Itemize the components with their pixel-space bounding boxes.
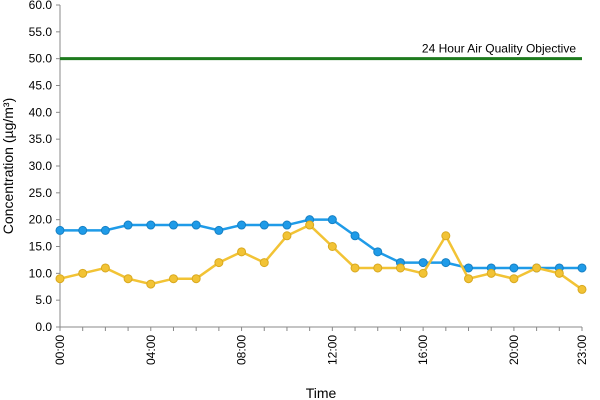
series-1 — [55, 215, 587, 273]
series-line — [60, 218, 582, 270]
data-point — [259, 220, 269, 230]
data-point — [237, 247, 247, 257]
data-point — [259, 258, 269, 268]
y-tick-label: 40.0 — [29, 105, 53, 119]
data-point — [577, 284, 587, 294]
y-tick-label: 45.0 — [29, 79, 53, 93]
data-point — [100, 263, 110, 273]
reference-line-label: 24 Hour Air Quality Objective — [422, 42, 576, 56]
data-point — [327, 242, 337, 251]
y-tick-label: 35.0 — [29, 132, 53, 146]
x-axis-title: Time — [306, 385, 337, 400]
y-tick-label: 30.0 — [29, 159, 53, 173]
y-tick-label: 25.0 — [29, 186, 53, 200]
y-tick-label: 60.0 — [29, 0, 53, 12]
series-group — [55, 215, 587, 294]
data-point — [418, 258, 428, 268]
data-point — [146, 279, 156, 289]
data-point — [146, 220, 156, 230]
reference-line-group: 24 Hour Air Quality Objective — [60, 42, 582, 61]
data-point — [486, 268, 496, 278]
data-point — [214, 258, 224, 268]
data-point — [464, 263, 474, 273]
y-tick-label: 5.0 — [35, 293, 52, 307]
y-tick-label: 55.0 — [29, 25, 53, 39]
y-tick-label: 50.0 — [29, 52, 53, 66]
data-point — [373, 263, 383, 273]
series-line — [59, 223, 583, 291]
data-point — [123, 220, 133, 230]
data-point — [464, 274, 474, 284]
y-tick-label: 15.0 — [29, 240, 53, 254]
data-point — [373, 247, 383, 257]
x-tick-label: 20:00 — [507, 335, 521, 365]
data-point — [327, 215, 337, 225]
data-point — [282, 220, 292, 230]
data-point — [350, 231, 360, 241]
x-tick-label: 08:00 — [235, 335, 249, 365]
data-point — [168, 220, 178, 230]
data-point — [532, 263, 542, 273]
data-point — [441, 231, 451, 241]
y-tick-label: 20.0 — [29, 213, 53, 227]
x-tick-label: 04:00 — [144, 335, 158, 365]
data-point — [237, 220, 247, 230]
x-tick-label: 23:00 — [575, 335, 589, 365]
data-point — [418, 268, 428, 278]
data-point — [78, 268, 88, 278]
data-point — [55, 225, 65, 235]
data-point — [168, 274, 178, 284]
data-point — [78, 225, 88, 235]
data-point — [55, 274, 65, 284]
x-axis-ticks: 00:00 04:00 08:00 12:00 16:00 20:00 23:00 — [53, 327, 589, 365]
y-tick-label: 0.0 — [35, 320, 52, 334]
data-point — [214, 225, 224, 235]
y-tick-label: 10.0 — [29, 266, 53, 280]
data-point — [395, 263, 405, 273]
x-tick-label: 12:00 — [325, 335, 339, 365]
data-point — [100, 225, 110, 235]
data-point — [305, 220, 315, 230]
data-point — [509, 263, 519, 273]
data-point — [441, 258, 451, 268]
data-point — [350, 263, 360, 273]
data-point — [509, 274, 519, 284]
data-point — [191, 274, 201, 284]
data-point — [191, 220, 201, 230]
data-point — [123, 274, 133, 284]
y-axis-ticks: 0.0 5.0 10.0 15.0 20.0 25.0 30.0 35.0 40.0 45.0 50… — [29, 0, 60, 334]
data-point — [554, 268, 564, 278]
series-2 — [55, 220, 587, 294]
x-tick-label: 16:00 — [416, 335, 430, 365]
data-point — [577, 263, 587, 273]
x-tick-label: 00:00 — [53, 335, 67, 365]
data-point — [282, 231, 292, 241]
y-axis-title: Concentration (µg/m³) — [0, 98, 16, 234]
